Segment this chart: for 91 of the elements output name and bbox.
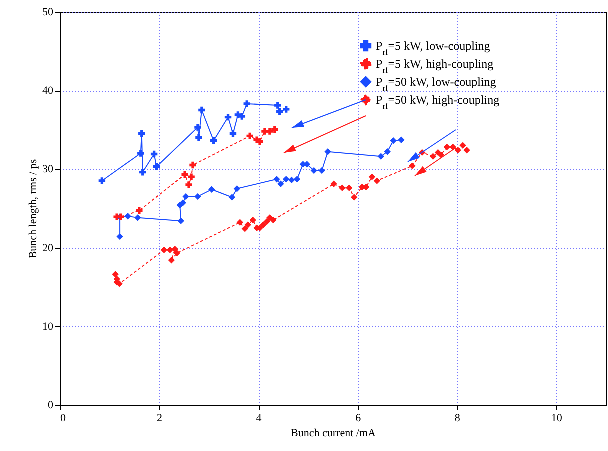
- point: [174, 250, 180, 257]
- x-axis-title: Bunch current /mA: [291, 428, 376, 440]
- y-tick-label: 0: [48, 400, 54, 412]
- point: [430, 153, 437, 160]
- point: [318, 167, 326, 174]
- point: [180, 200, 186, 206]
- point: [136, 208, 143, 214]
- point: [346, 184, 353, 192]
- y-tick-label: 30: [42, 164, 54, 176]
- point: [330, 180, 338, 188]
- legend-label: P$_{rf}$=5 kW, high-coupling: [376, 57, 494, 74]
- x-tick-label: 0: [60, 412, 66, 424]
- point: [310, 167, 318, 174]
- point: [374, 178, 381, 184]
- x-tick-label: 4: [256, 412, 262, 424]
- point: [272, 126, 278, 134]
- point: [266, 128, 274, 135]
- point: [228, 194, 236, 201]
- point: [242, 226, 248, 232]
- legend-label: P$_{rf}$=50 kW, low-coupling: [376, 75, 496, 92]
- point: [384, 148, 391, 156]
- point: [112, 271, 119, 278]
- point: [198, 106, 206, 114]
- x-tick-label: 2: [157, 412, 163, 424]
- point: [454, 146, 462, 154]
- point: [138, 150, 144, 157]
- point: [460, 142, 466, 149]
- point: [168, 257, 176, 264]
- point: [274, 176, 280, 183]
- point: [134, 214, 142, 222]
- point: [166, 246, 174, 254]
- point: [172, 246, 179, 253]
- point: [210, 138, 218, 144]
- point: [116, 233, 124, 240]
- point: [194, 193, 202, 200]
- point: [444, 144, 451, 151]
- point: [288, 176, 296, 184]
- point: [178, 218, 184, 224]
- point: [264, 218, 270, 226]
- legend-label: P$_{rf}$=50 kW, high-coupling: [376, 93, 500, 110]
- x-tick-label: 8: [454, 412, 461, 424]
- point: [378, 153, 384, 160]
- point: [124, 213, 132, 220]
- point: [350, 194, 358, 201]
- point: [98, 178, 106, 184]
- point: [324, 148, 332, 156]
- point: [274, 102, 282, 109]
- point: [294, 176, 301, 183]
- point: [278, 180, 284, 188]
- point: [250, 216, 256, 224]
- point: [230, 130, 237, 138]
- point: [236, 219, 244, 226]
- point: [138, 130, 146, 138]
- point: [182, 193, 190, 200]
- point: [276, 108, 284, 116]
- y-axis-title: Bunch length, rms / ps: [28, 159, 40, 259]
- point: [224, 114, 232, 121]
- point: [150, 150, 158, 158]
- point: [368, 174, 376, 180]
- point: [208, 186, 216, 193]
- point: [244, 100, 250, 108]
- y-tick-label: 20: [42, 242, 54, 254]
- point: [282, 106, 290, 113]
- legend-label: P$_{rf}$=5 kW, low-coupling: [376, 39, 490, 56]
- point: [464, 146, 470, 154]
- point: [160, 246, 168, 254]
- point: [140, 168, 146, 176]
- point: [270, 216, 277, 224]
- y-tick-label: 50: [42, 6, 54, 18]
- point: [188, 174, 195, 180]
- point: [398, 136, 405, 144]
- point: [234, 185, 241, 192]
- point: [194, 124, 202, 131]
- point: [186, 182, 192, 188]
- point: [196, 134, 202, 142]
- point: [339, 184, 346, 192]
- point: [182, 171, 188, 178]
- point: [238, 113, 246, 120]
- point: [282, 176, 290, 183]
- point: [246, 132, 254, 140]
- point: [244, 222, 252, 228]
- x-tick-label: 10: [551, 412, 563, 424]
- point: [260, 222, 267, 228]
- y-tick-label: 10: [42, 320, 54, 333]
- point: [190, 162, 196, 169]
- point: [153, 163, 160, 170]
- y-tick-label: 40: [42, 85, 54, 98]
- point: [409, 162, 416, 170]
- x-tick-label: 6: [356, 412, 362, 424]
- point: [438, 152, 445, 158]
- point: [390, 138, 397, 144]
